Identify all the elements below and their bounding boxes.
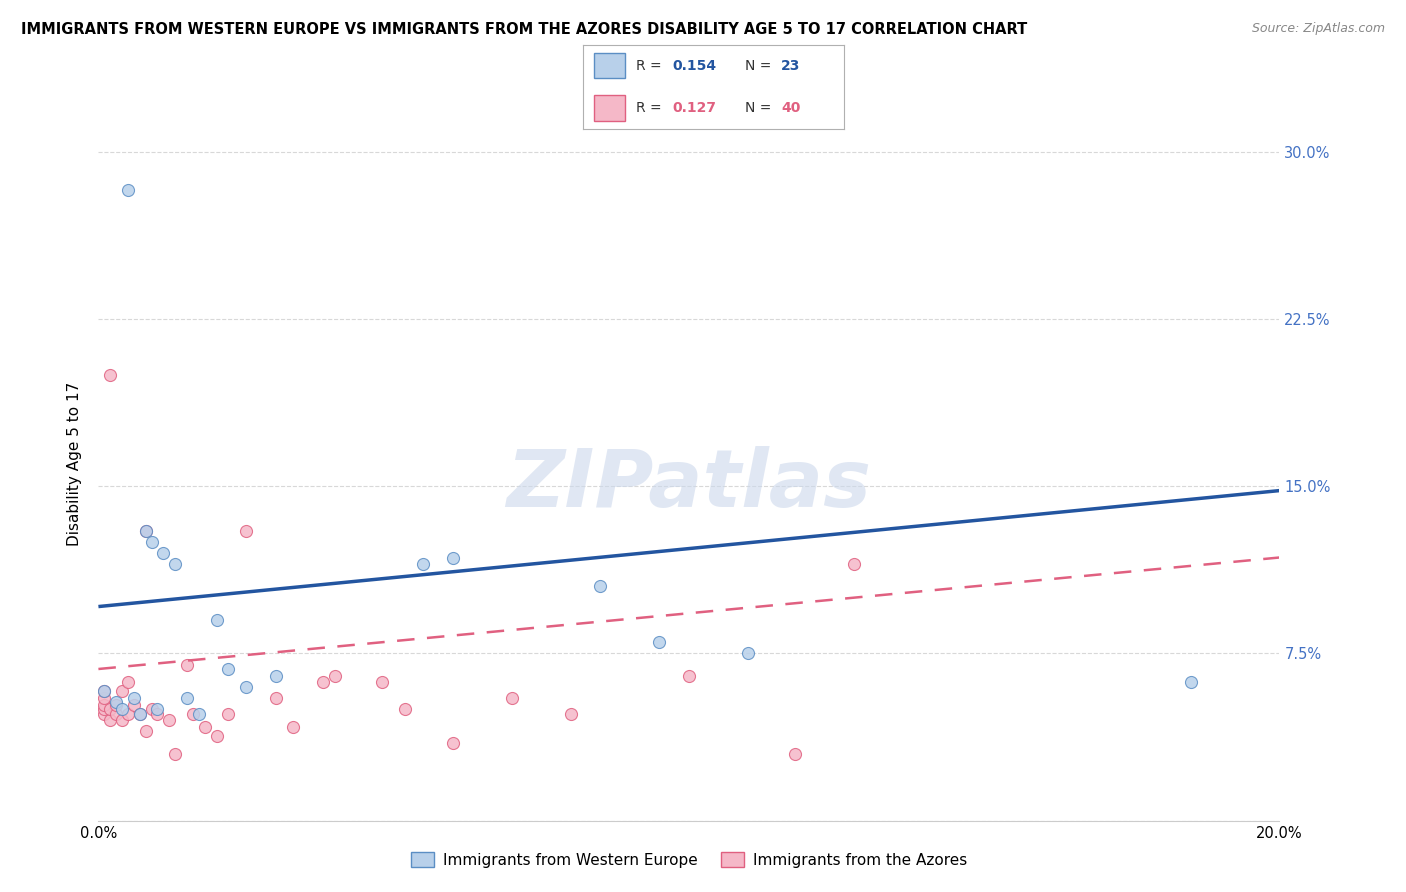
Text: 0.154: 0.154: [672, 59, 716, 73]
Point: [264, 669, 287, 683]
Point: [93, 698, 115, 712]
Point: [93, 690, 115, 705]
Point: [117, 675, 139, 690]
Point: [157, 714, 180, 728]
Bar: [593, 54, 626, 78]
Y-axis label: Disability Age 5 to 17: Disability Age 5 to 17: [67, 382, 83, 546]
Point: [217, 706, 239, 721]
Point: [135, 724, 157, 739]
Text: N =: N =: [745, 101, 776, 115]
Point: [560, 706, 582, 721]
Point: [844, 557, 866, 572]
Text: R =: R =: [636, 59, 665, 73]
Point: [98, 368, 121, 382]
Text: R =: R =: [636, 101, 665, 115]
Point: [122, 690, 145, 705]
Point: [93, 706, 115, 721]
Point: [165, 557, 187, 572]
Text: IMMIGRANTS FROM WESTERN EUROPE VS IMMIGRANTS FROM THE AZORES DISABILITY AGE 5 TO: IMMIGRANTS FROM WESTERN EUROPE VS IMMIGR…: [21, 22, 1028, 37]
Point: [152, 546, 174, 560]
Legend: Immigrants from Western Europe, Immigrants from the Azores: Immigrants from Western Europe, Immigran…: [405, 846, 973, 873]
Point: [111, 714, 134, 728]
Bar: [593, 95, 626, 120]
Point: [501, 690, 523, 705]
Point: [146, 702, 169, 716]
Point: [412, 557, 434, 572]
Point: [441, 735, 464, 749]
Point: [98, 714, 121, 728]
Point: [176, 690, 198, 705]
Point: [678, 669, 700, 683]
Point: [205, 613, 228, 627]
Point: [176, 657, 198, 672]
Point: [111, 684, 134, 698]
Point: [217, 662, 239, 676]
Point: [737, 646, 759, 660]
Point: [98, 702, 121, 716]
Point: [128, 706, 150, 721]
Text: ZIPatlas: ZIPatlas: [506, 446, 872, 524]
Point: [187, 706, 209, 721]
Point: [371, 675, 394, 690]
Text: 23: 23: [782, 59, 800, 73]
Point: [146, 706, 169, 721]
Point: [105, 696, 128, 710]
Point: [785, 747, 807, 761]
Text: 40: 40: [782, 101, 800, 115]
Point: [323, 669, 346, 683]
Point: [93, 684, 115, 698]
Point: [135, 524, 157, 538]
Point: [589, 580, 612, 594]
Point: [283, 720, 305, 734]
Text: 0.127: 0.127: [672, 101, 716, 115]
Text: N =: N =: [745, 59, 776, 73]
Point: [165, 747, 187, 761]
Point: [141, 534, 163, 549]
Point: [205, 729, 228, 743]
Point: [117, 183, 139, 197]
Point: [105, 698, 128, 712]
Point: [312, 675, 335, 690]
Point: [122, 698, 145, 712]
Point: [181, 706, 204, 721]
Point: [117, 706, 139, 721]
Point: [441, 550, 464, 565]
Point: [235, 524, 257, 538]
Point: [93, 684, 115, 698]
Text: Source: ZipAtlas.com: Source: ZipAtlas.com: [1251, 22, 1385, 36]
Point: [648, 635, 671, 649]
Point: [141, 702, 163, 716]
Point: [93, 702, 115, 716]
Point: [128, 706, 150, 721]
Point: [111, 702, 134, 716]
Point: [135, 524, 157, 538]
Point: [235, 680, 257, 694]
Point: [1180, 675, 1202, 690]
Point: [394, 702, 416, 716]
Point: [105, 706, 128, 721]
Point: [194, 720, 217, 734]
Point: [264, 690, 287, 705]
